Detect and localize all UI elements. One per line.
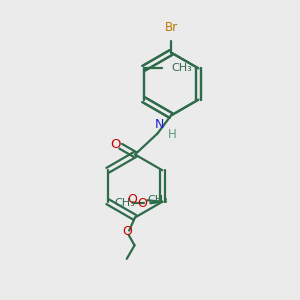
Text: O: O: [122, 225, 132, 238]
Text: H: H: [167, 128, 176, 141]
Text: O: O: [127, 193, 137, 206]
Text: CH₃: CH₃: [115, 198, 136, 208]
Text: N: N: [154, 118, 164, 130]
Text: O: O: [137, 197, 147, 210]
Text: Br: Br: [164, 21, 178, 34]
Text: CH₃: CH₃: [147, 195, 168, 205]
Text: O: O: [110, 138, 121, 151]
Text: CH₃: CH₃: [171, 63, 192, 73]
